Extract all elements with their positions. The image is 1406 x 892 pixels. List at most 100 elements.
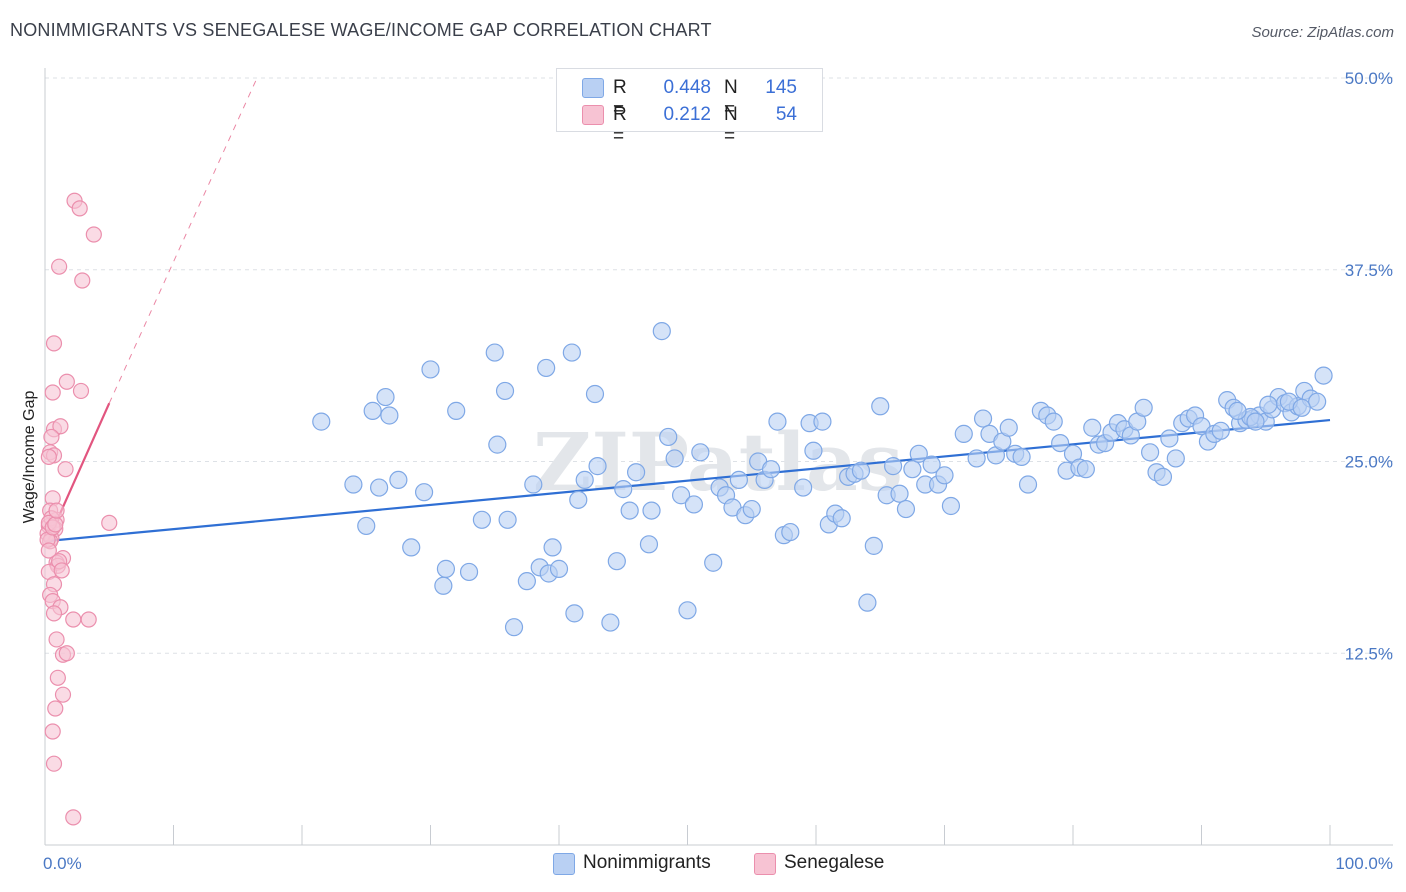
senegalese-point <box>49 669 66 686</box>
nonimmigrants-point <box>639 535 659 554</box>
y-tick-label: 12.5% <box>1345 644 1393 663</box>
nonimmigrants-point <box>804 441 823 460</box>
nonimmigrants-point <box>1134 398 1153 417</box>
nonimmigrants-point <box>794 478 813 497</box>
nonimmigrants-point <box>344 475 363 494</box>
senegalese-point <box>43 428 60 446</box>
x-tick-label: 0.0% <box>43 854 82 873</box>
senegalese-point <box>54 686 72 703</box>
nonimmigrants-point <box>864 536 883 555</box>
nonimmigrants-point <box>691 443 710 462</box>
y-axis-title: Wage/Income Gap <box>21 391 38 524</box>
nonimmigrants-point <box>883 457 903 476</box>
senegalese-point <box>71 200 88 217</box>
nonimmigrants-point <box>495 381 515 401</box>
nonimmigrants-point <box>488 435 507 454</box>
nonimmigrants-point <box>665 449 684 468</box>
nonimmigrants-point <box>1083 418 1102 437</box>
y-tick-label: 37.5% <box>1345 261 1393 280</box>
nonimmigrants-point <box>1228 401 1247 420</box>
senegalese-point <box>72 382 90 400</box>
nonimmigrants-point <box>434 576 453 595</box>
nonimmigrants-point <box>1153 467 1173 486</box>
nonimmigrants-point <box>652 322 671 341</box>
nonimmigrants-point <box>967 449 986 468</box>
nonimmigrants-point <box>601 613 620 632</box>
senegalese-point <box>51 258 68 275</box>
nonimmigrants-point <box>742 499 761 519</box>
senegalese-point <box>44 384 61 401</box>
senegalese-point <box>45 605 63 622</box>
senegalese-point <box>47 516 64 533</box>
r-label: R = <box>613 104 627 147</box>
r-value: 0.212 <box>663 104 711 125</box>
nonimmigrants-point <box>903 460 922 479</box>
nonimmigrants-point <box>1140 443 1160 462</box>
n-label: N = <box>724 77 738 120</box>
nonimmigrants-point <box>626 463 646 482</box>
nonimmigrants-point <box>517 572 536 591</box>
nonimmigrants-point <box>729 470 749 490</box>
nonimmigrants-point <box>543 538 562 557</box>
data-points <box>39 192 1333 826</box>
nonimmigrants-point <box>781 522 800 542</box>
nonimmigrants-point <box>565 604 584 623</box>
nonimmigrants-point <box>459 562 479 582</box>
nonimmigrants-point <box>832 509 851 528</box>
senegalese-point <box>57 461 74 478</box>
r-label: R = <box>613 77 627 120</box>
nonimmigrants-point <box>761 460 781 479</box>
nonimmigrants-point <box>684 495 704 514</box>
nonimmigrants-point <box>363 401 382 420</box>
nonimmigrants-point <box>1051 433 1070 453</box>
nonimmigrants-point <box>1076 460 1095 479</box>
nonimmigrants-point <box>607 552 626 571</box>
nonimmigrants-point <box>620 501 639 520</box>
nonimmigrants-point <box>1308 392 1327 411</box>
senegalese-point <box>48 631 65 648</box>
nonimmigrants-point <box>402 538 421 557</box>
senegalese-point <box>65 809 82 826</box>
nonimmigrants-point <box>498 510 517 529</box>
nonimmigrants-swatch <box>582 78 604 98</box>
senegalese-point <box>45 755 63 772</box>
r-value: 0.448 <box>663 77 711 98</box>
nonimmigrants-point <box>421 360 440 379</box>
nonimmigrants-point <box>896 499 916 519</box>
nonimmigrants-point <box>768 412 787 431</box>
nonimmigrants-point <box>1044 412 1063 431</box>
nonimmigrants-point <box>524 475 543 494</box>
nonimmigrants-point <box>999 418 1018 437</box>
nonimmigrants-point <box>1292 398 1311 417</box>
nonimmigrants-point <box>472 510 491 529</box>
nonimmigrants-point <box>569 490 588 509</box>
tick-labels: 12.5% 25.0% 37.5% 50.0% 0.0% 100.0% <box>43 69 1393 873</box>
nonimmigrants-point <box>954 424 973 443</box>
senegalese-trend-extension <box>108 77 258 404</box>
nonimmigrants-point <box>678 601 697 620</box>
nonimmigrants-point <box>1246 412 1265 431</box>
senegalese-legend-swatch <box>754 853 776 875</box>
nonimmigrants-point <box>659 427 678 447</box>
senegalese-point <box>47 700 64 717</box>
y-tick-label: 25.0% <box>1345 453 1393 472</box>
senegalese-point <box>40 542 57 559</box>
nonimmigrants-point <box>549 559 569 578</box>
nonimmigrants-point <box>851 461 871 480</box>
n-label: N = <box>724 104 738 147</box>
legend-label-senegalese: Senegalese <box>784 852 885 873</box>
nonimmigrants-point <box>389 470 408 490</box>
nonimmigrants-point <box>376 387 395 407</box>
chart-title: NONIMMIGRANTS VS SENEGALESE WAGE/INCOME … <box>10 20 712 40</box>
nonimmigrants-point <box>370 478 389 497</box>
nonimmigrants-point <box>312 412 331 431</box>
senegalese-point <box>48 502 65 519</box>
nonimmigrants-point <box>485 343 504 362</box>
nonimmigrants-point <box>614 480 633 499</box>
x-tick-label: 100.0% <box>1335 854 1393 873</box>
nonimmigrants-point <box>1012 447 1031 466</box>
nonimmigrants-point <box>357 516 376 536</box>
nonimmigrants-point <box>1211 421 1230 440</box>
nonimmigrants-point <box>504 618 524 637</box>
